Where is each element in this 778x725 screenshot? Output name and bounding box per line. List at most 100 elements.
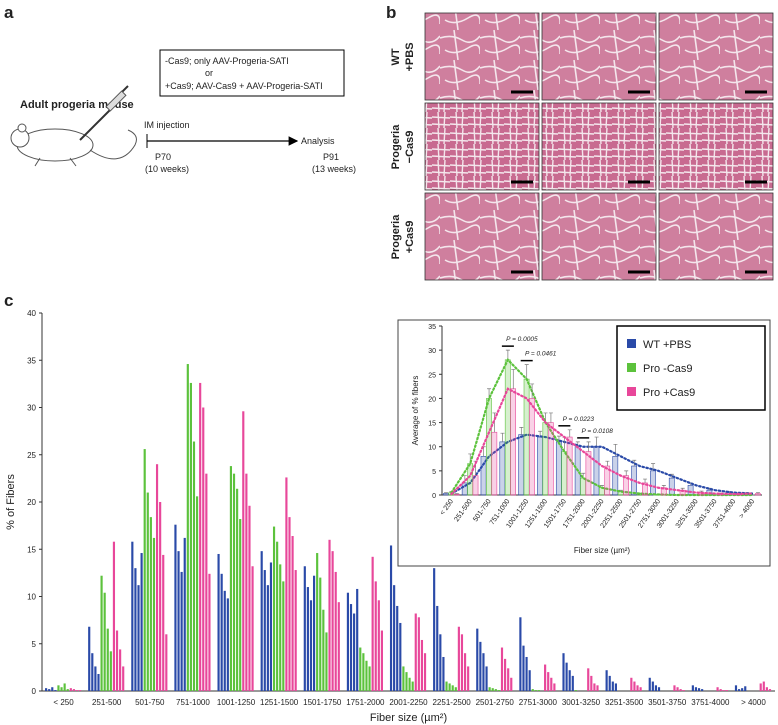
bar [566,436,573,496]
row-label: −Cas9 [404,131,416,164]
bar [353,613,356,691]
bar [457,626,460,691]
bar [596,685,599,691]
panel-title: Adult progeria mouse [20,99,134,111]
x-tick-label: 3501-3750 [648,698,687,707]
bar [63,683,66,691]
bar [109,651,112,691]
bar [443,493,449,496]
bar [119,649,122,691]
bar [57,685,60,691]
bar [442,656,445,691]
bar [500,647,504,691]
error-bar [575,441,580,447]
bar [66,689,69,691]
bar [226,598,229,691]
bar [337,602,340,691]
legend-box [616,325,766,411]
bar [312,575,316,691]
x-axis-title: Fiber size (µm²) [370,712,447,724]
bar [657,687,661,691]
bar [112,541,116,691]
bar [134,568,137,691]
bar [331,551,334,691]
bar [143,449,146,691]
bar [510,677,513,691]
error-bar [444,492,449,494]
bar [371,556,374,691]
bar [687,485,694,496]
x-tick-label: 1001-1250 [217,698,256,707]
bar [737,689,741,691]
bar [359,647,362,691]
row-label: +PBS [404,42,416,71]
bar [630,677,633,691]
histology-image [658,12,774,101]
bar [165,634,168,691]
timepoint: P70 [155,152,171,162]
x-tick-label: < 250 [53,698,74,707]
bar [562,653,565,691]
bar [309,600,313,691]
bar [103,592,106,691]
bar [463,653,467,691]
bar [276,541,279,691]
x-tick-label: > 4000 [741,698,766,707]
bar [291,536,294,691]
bar [762,681,765,691]
panel-label: c [4,291,13,310]
y-tick-label: 35 [27,356,36,365]
timeline-label: IM injection [144,120,190,130]
bar [525,656,528,691]
bar [504,359,511,496]
bar [504,658,507,691]
bar [131,541,134,691]
bar [636,685,639,691]
bar [568,670,571,691]
bar [611,681,614,691]
bar [725,690,728,691]
bar [754,493,761,496]
histology-image [541,102,657,191]
bar [633,681,636,691]
bar [528,670,531,691]
error-bar [605,460,610,467]
bar [374,581,377,691]
bar [263,570,266,691]
legend-swatch [627,339,636,348]
timepoint: (10 weeks) [145,164,189,174]
bar [232,473,236,691]
bar [550,677,553,691]
histology-image [424,192,540,281]
y-tick-label: 25 [428,372,436,379]
bar [417,617,420,691]
y-tick-label: 0 [32,687,37,696]
row-label: +Cas9 [404,221,416,254]
bar [248,505,251,691]
y-tick-label: 15 [428,421,436,428]
bar [325,632,328,691]
error-bar [755,492,760,494]
histology-image [424,102,540,191]
main-chart: 0 5 10 15 20 25 30 35 40 < 250 251-500 501-750 751-1… [5,309,775,724]
bar [260,551,263,691]
bar [269,562,273,691]
bar [377,600,380,691]
bar [79,690,82,691]
histology-image [541,12,657,101]
bar [654,685,658,691]
bar [673,685,676,691]
y-tick-label: 40 [27,309,36,318]
bar [389,545,393,691]
bar [414,613,417,691]
legend-label: Pro +Cas9 [643,387,695,399]
bar [494,689,497,691]
bar [571,675,574,691]
mouse-drawing [10,85,137,167]
box-line: or [205,68,213,78]
bar [507,668,510,691]
bar [485,666,488,691]
y-tick-label: 30 [428,348,436,355]
bar [266,585,269,691]
